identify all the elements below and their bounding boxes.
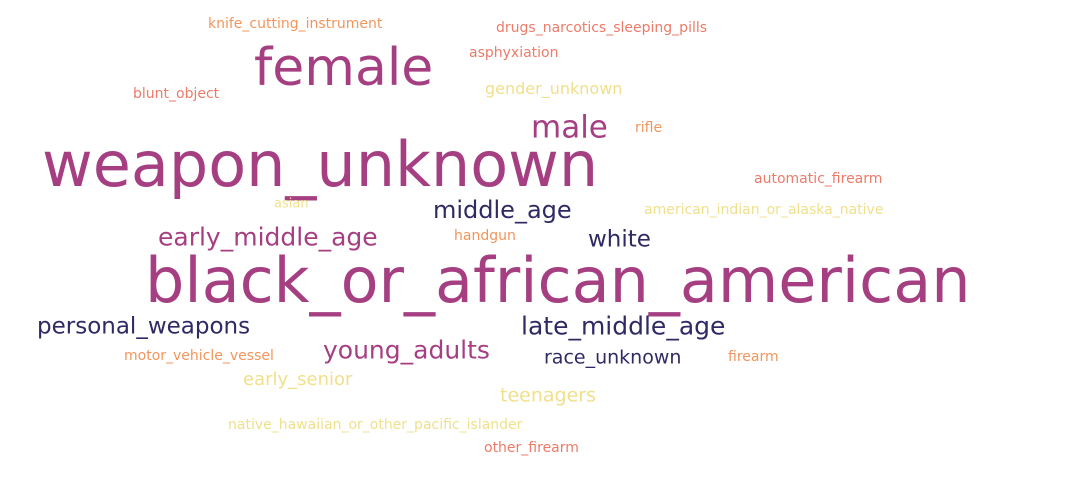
word-motor-vehicle-vessel: motor_vehicle_vessel — [124, 348, 274, 364]
word-personal-weapons: personal_weapons — [37, 313, 251, 340]
word-handgun: handgun — [454, 228, 516, 244]
word-american-indian-or-alaska-native: american_indian_or_alaska_native — [644, 202, 884, 218]
word-teenagers: teenagers — [500, 384, 596, 407]
word-early-middle-age: early_middle_age — [158, 222, 378, 252]
word-rifle: rifle — [635, 120, 663, 136]
word-asian: asian — [274, 196, 309, 212]
word-gender-unknown: gender_unknown — [485, 79, 623, 98]
word-native-hawaiian-or-other-pacific-islander: native_hawaiian_or_other_pacific_islande… — [228, 417, 523, 433]
word-asphyxiation: asphyxiation — [469, 45, 559, 61]
word-other-firearm: other_firearm — [484, 440, 579, 456]
word-male: male — [531, 109, 608, 146]
word-young-adults: young_adults — [323, 335, 490, 365]
word-automatic-firearm: automatic_firearm — [754, 171, 883, 187]
word-early-senior: early_senior — [243, 369, 353, 390]
word-female: female — [254, 38, 434, 98]
word-firearm: firearm — [728, 349, 779, 365]
word-middle-age: middle_age — [433, 196, 572, 224]
word-weapon-unknown: weapon_unknown — [42, 128, 599, 201]
word-blunt-object: blunt_object — [133, 86, 220, 102]
word-knife-cutting-instrument: knife_cutting_instrument — [208, 16, 383, 32]
word-race-unknown: race_unknown — [544, 346, 682, 369]
word-drugs-narcotics-sleeping-pills: drugs_narcotics_sleeping_pills — [496, 20, 708, 36]
word-black-or-african-american: black_or_african_american — [145, 244, 971, 317]
word-white: white — [588, 226, 651, 253]
word-late-middle-age: late_middle_age — [521, 311, 726, 341]
